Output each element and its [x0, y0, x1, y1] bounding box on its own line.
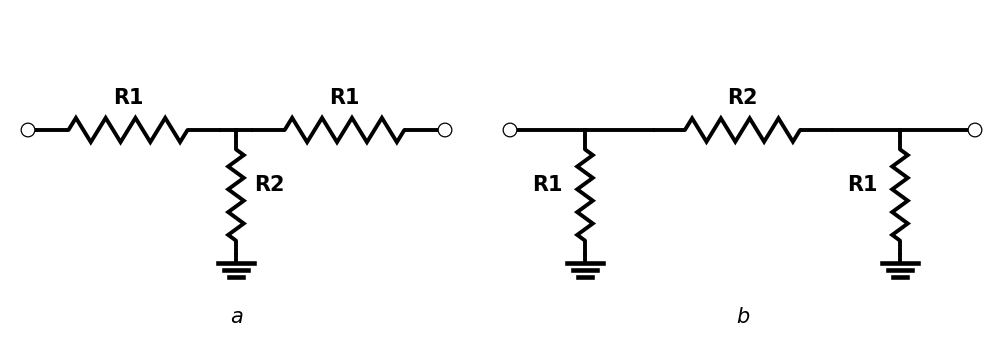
Circle shape: [970, 125, 980, 136]
Text: R1: R1: [848, 175, 878, 195]
Text: R1: R1: [113, 88, 143, 108]
Text: R1: R1: [532, 175, 563, 195]
Text: b: b: [736, 307, 749, 327]
Text: R1: R1: [329, 88, 360, 108]
Text: a: a: [230, 307, 243, 327]
Circle shape: [505, 125, 516, 136]
Text: R2: R2: [254, 175, 285, 195]
Circle shape: [440, 125, 450, 136]
Text: R2: R2: [727, 88, 758, 108]
Circle shape: [22, 125, 34, 136]
